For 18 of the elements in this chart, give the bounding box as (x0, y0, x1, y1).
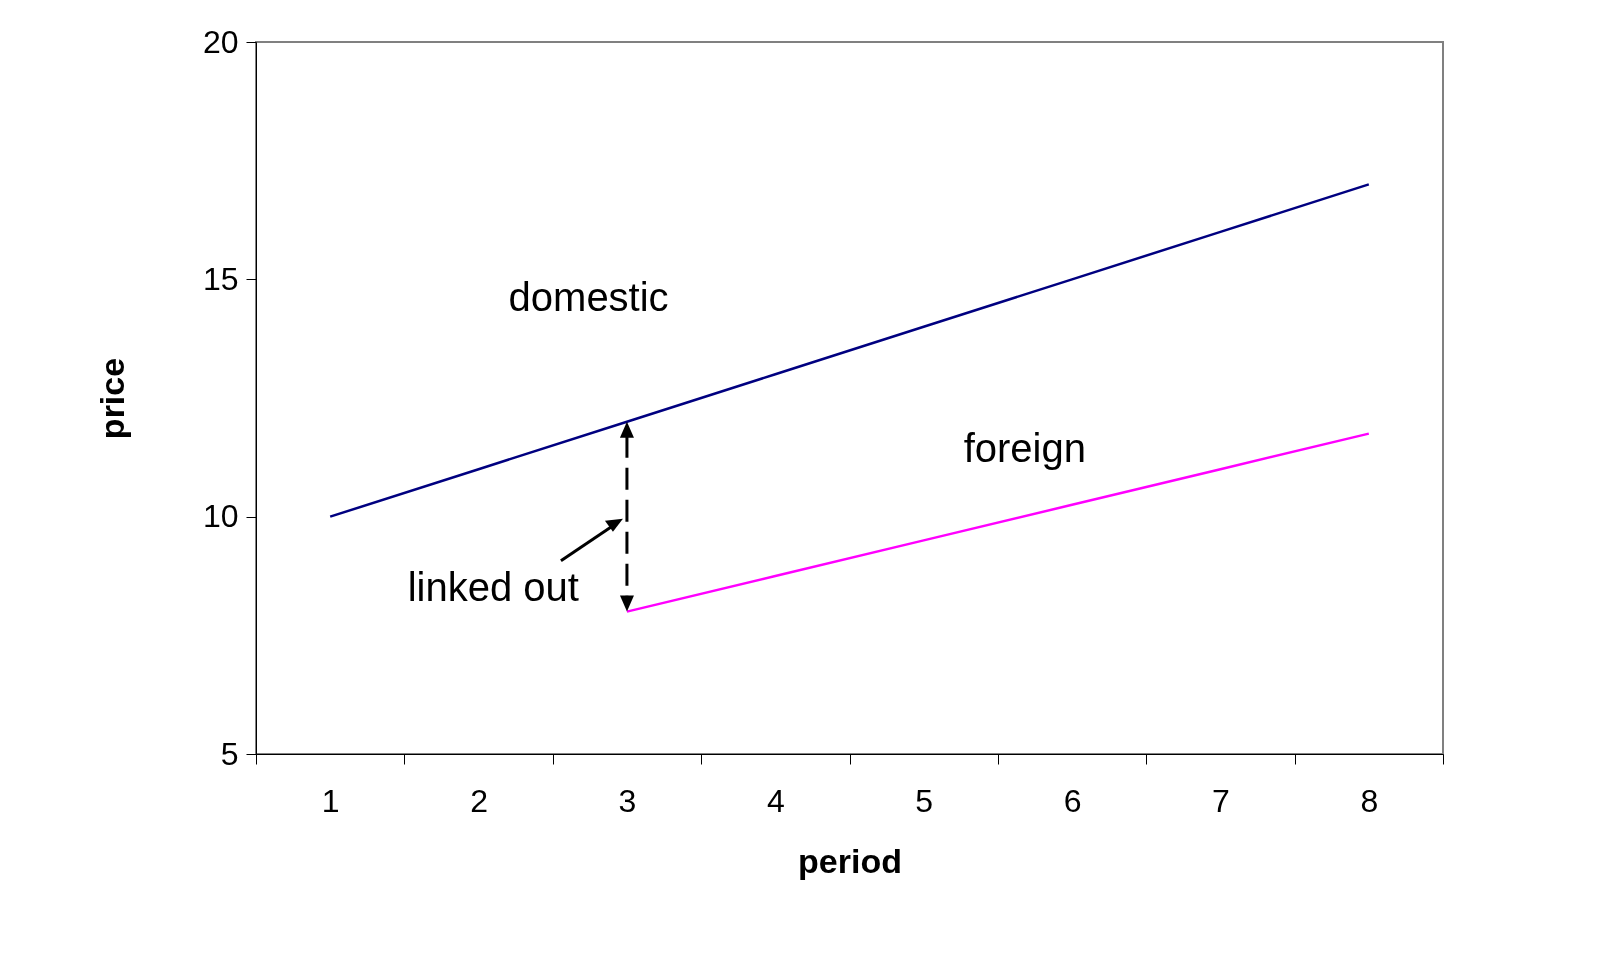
x-tick-label: 3 (618, 782, 637, 819)
x-tick-label: 4 (766, 782, 785, 819)
x-axis-title: period (798, 841, 902, 880)
line-series (328, 183, 1371, 518)
y-tick-label: 15 (202, 260, 239, 297)
x-tick-label: 2 (470, 782, 488, 819)
text: domestic (508, 275, 669, 320)
y-axis-title: price (92, 357, 131, 440)
x-tick-label: 7 (1212, 782, 1230, 819)
x-tick-label: 8 (1360, 782, 1379, 819)
x-tick-label: 1 (321, 782, 340, 819)
annotation: linked out (407, 564, 579, 609)
x-tick-label: 5 (915, 782, 934, 819)
y-tick-label: 10 (202, 498, 239, 535)
x-tick-label: 6 (1063, 782, 1082, 819)
series-label: foreign (963, 426, 1086, 471)
y-tick-label: 5 (220, 735, 239, 772)
y-tick-label: 20 (202, 23, 239, 60)
